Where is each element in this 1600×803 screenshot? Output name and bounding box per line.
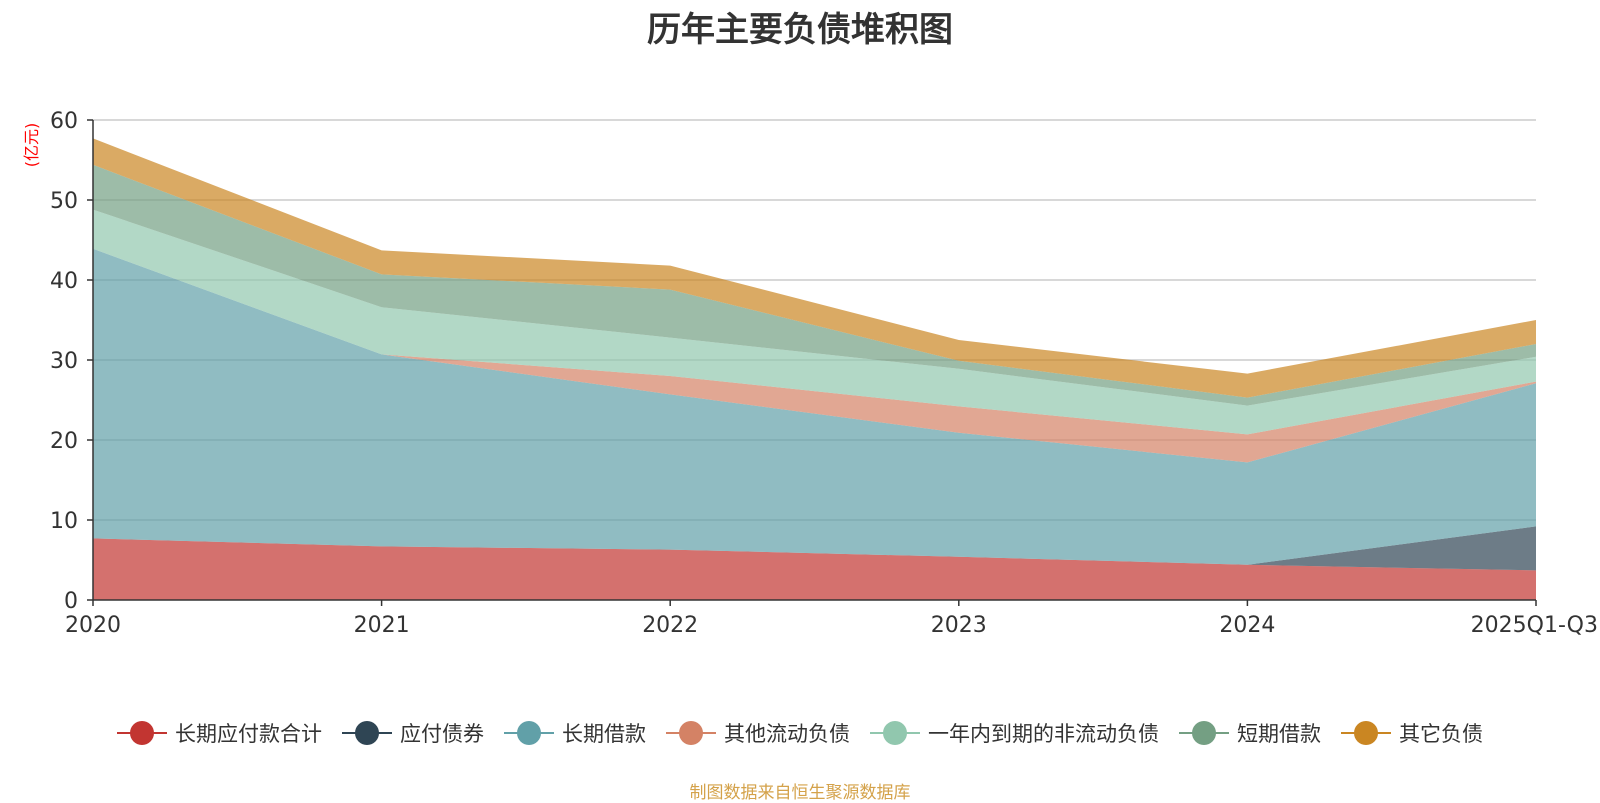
chart-title: 历年主要负债堆积图: [647, 10, 953, 50]
legend-marker-icon: [870, 721, 920, 745]
legend-item[interactable]: 一年内到期的非流动负债: [870, 718, 1159, 748]
x-tick-label: 2024: [1219, 613, 1275, 638]
legend-label: 长期借款: [562, 722, 646, 746]
y-tick-label: 10: [50, 509, 78, 534]
legend-marker-icon: [504, 721, 554, 745]
legend-label: 应付债券: [400, 722, 484, 746]
legend: 长期应付款合计 应付债券 长期借款 其他流动负债 一年内到期的非流动负债 短期借款 其它负债: [0, 718, 1600, 748]
y-tick-label: 40: [50, 269, 78, 294]
area-series-5: [93, 164, 1536, 406]
y-tick-label: 20: [50, 429, 78, 454]
legend-marker-icon: [117, 721, 167, 745]
x-tick-labels: 2020 2021 2022 2023 2024 2025Q1-Q3: [65, 600, 1598, 638]
legend-item[interactable]: 其他流动负债: [666, 718, 850, 748]
legend-label: 其他流动负债: [724, 722, 850, 746]
legend-label: 短期借款: [1237, 722, 1321, 746]
legend-item[interactable]: 长期应付款合计: [117, 718, 322, 748]
legend-marker-icon: [1179, 721, 1229, 745]
x-tick-label: 2020: [65, 613, 121, 638]
legend-label: 长期应付款合计: [175, 722, 322, 746]
area-series-0: [93, 538, 1536, 600]
legend-marker-icon: [666, 721, 716, 745]
y-tick-label: 0: [64, 589, 78, 614]
chart-svg: 0 10 20 30 40 50 60 2020 2021 2022 2023 2024 2025Q1…: [22, 109, 1598, 638]
legend-label: 一年内到期的非流动负债: [928, 722, 1159, 746]
legend-item[interactable]: 其它负债: [1341, 718, 1483, 748]
legend-label: 其它负债: [1399, 722, 1483, 746]
y-tick-label: 60: [50, 109, 78, 134]
source-note: 制图数据来自恒生聚源数据库: [689, 783, 911, 803]
area-series-1: [93, 526, 1536, 571]
area-series-2: [93, 248, 1536, 565]
y-tick-label: 30: [50, 349, 78, 374]
area-series-4: [93, 209, 1536, 435]
x-tick-label: 2022: [642, 613, 698, 638]
y-axis-label: (亿元): [22, 123, 41, 168]
x-tick-label: 2023: [931, 613, 987, 638]
y-tick-labels: 0 10 20 30 40 50 60: [50, 109, 93, 614]
area-series-6: [93, 138, 1536, 398]
x-tick-label: 2021: [354, 613, 410, 638]
y-tick-label: 50: [50, 189, 78, 214]
area-series: [93, 138, 1536, 600]
legend-item[interactable]: 长期借款: [504, 718, 646, 748]
legend-marker-icon: [1341, 721, 1391, 745]
legend-item[interactable]: 短期借款: [1179, 718, 1321, 748]
legend-marker-icon: [342, 721, 392, 745]
legend-item[interactable]: 应付债券: [342, 718, 484, 748]
x-tick-label: 2025Q1-Q3: [1471, 613, 1598, 638]
